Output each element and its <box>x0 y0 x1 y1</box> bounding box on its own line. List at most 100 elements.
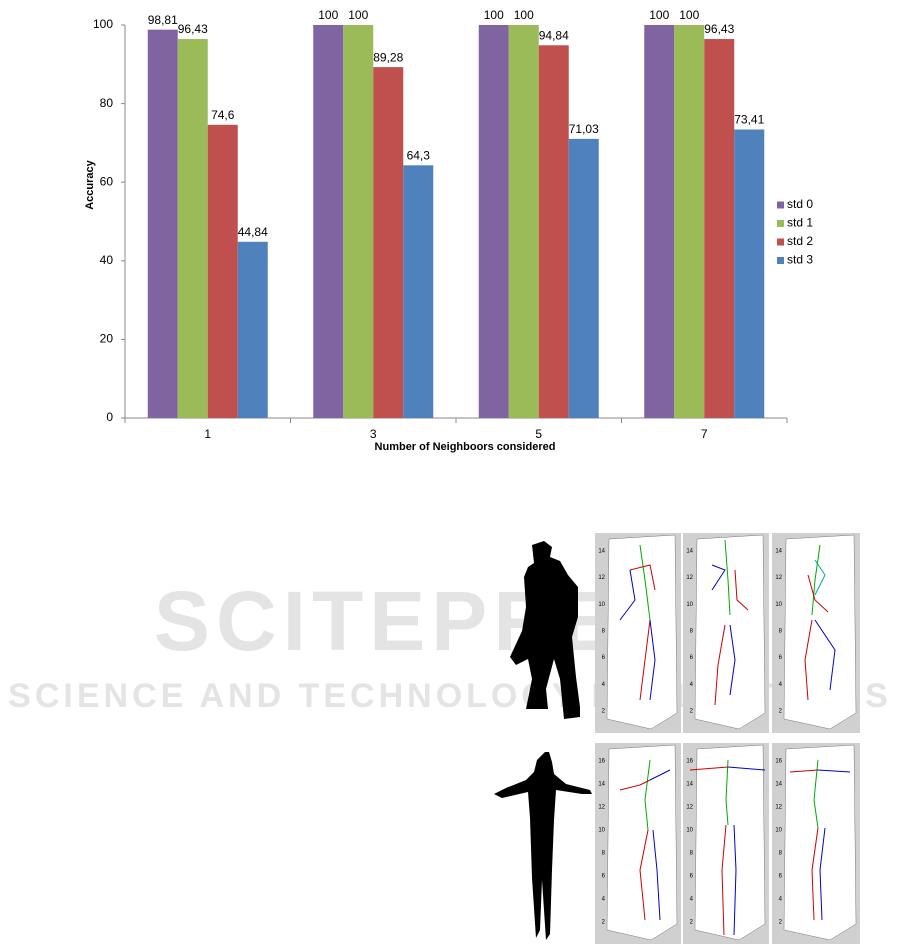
value-label: 100 <box>484 8 504 22</box>
pose-tick-label: 14 <box>686 782 693 788</box>
pose-tick-label: 8 <box>779 851 783 857</box>
y-tick-label: 20 <box>100 332 114 346</box>
pose-tick-label: 12 <box>686 805 693 811</box>
skeleton-limb <box>639 829 649 921</box>
skeleton-limb <box>619 569 636 621</box>
silhouette <box>494 752 592 940</box>
bar <box>704 39 735 419</box>
skeleton-limb <box>711 564 726 591</box>
legend-swatch <box>777 257 784 264</box>
skeleton-limb <box>733 824 737 936</box>
pose-tick-label: 16 <box>598 759 605 765</box>
pose-tick-label: 4 <box>602 682 606 688</box>
value-label: 98,81 <box>148 13 178 27</box>
legend-swatch <box>777 201 784 209</box>
pose-tick-label: 10 <box>598 602 605 608</box>
value-label: 73,41 <box>734 113 764 127</box>
pose-tick-label: 8 <box>779 629 783 635</box>
pose-tick-label: 6 <box>690 874 694 880</box>
silhouette <box>510 541 580 719</box>
skeleton-limb <box>639 544 651 621</box>
y-tick-label: 60 <box>100 174 114 188</box>
pose-tick-label: 6 <box>602 655 606 661</box>
skeleton-limb <box>811 827 819 921</box>
pose-tick-label: 12 <box>775 805 782 811</box>
skeleton-limb <box>819 827 826 921</box>
y-tick-label: 100 <box>93 17 113 31</box>
skeleton-limb <box>629 564 656 591</box>
skeleton-limb <box>804 619 813 701</box>
pose-tick-label: 2 <box>779 709 783 715</box>
skeleton-limb <box>649 619 656 701</box>
pose-tick-label: 2 <box>602 709 606 715</box>
pose-tick-label: 8 <box>602 851 606 857</box>
y-tick-label: 0 <box>106 410 113 424</box>
x-tick-label: 1 <box>204 427 211 441</box>
bar <box>568 138 599 418</box>
plot-area <box>606 744 678 941</box>
skeleton-limb <box>727 766 766 771</box>
skeleton-limb <box>813 759 819 829</box>
legend-label: std 2 <box>787 234 813 248</box>
pose-tick-label: 6 <box>602 874 606 880</box>
bar <box>403 165 434 418</box>
value-label: 44,84 <box>238 225 268 239</box>
pose-tick-label: 12 <box>598 575 605 581</box>
skeleton-limb <box>725 759 729 826</box>
skeleton-limb <box>619 779 651 791</box>
bar <box>644 25 675 418</box>
value-label: 64,3 <box>407 148 431 162</box>
pose-tick-label: 6 <box>779 655 783 661</box>
value-label: 89,28 <box>373 50 403 64</box>
value-label: 100 <box>348 8 368 22</box>
pose-tick-label: 8 <box>690 851 694 857</box>
skeleton-limb <box>644 759 651 831</box>
pose-tick-label: 14 <box>686 549 693 555</box>
skeleton-limb <box>649 769 671 781</box>
pose-tick-label: 2 <box>690 920 694 926</box>
skeleton-limb <box>734 569 749 611</box>
pose-tick-label: 4 <box>779 682 783 688</box>
skeleton-limb <box>724 539 731 616</box>
pose-tick-label: 8 <box>690 629 694 635</box>
pose-tick-label: 16 <box>775 759 782 765</box>
value-label: 96,43 <box>178 22 208 36</box>
pose-tick-label: 2 <box>779 920 783 926</box>
pose-tick-label: 12 <box>686 575 693 581</box>
pose-tick-label: 12 <box>775 575 782 581</box>
pose-tick-label: 10 <box>686 602 693 608</box>
bar <box>313 25 344 418</box>
legend-swatch <box>777 220 784 227</box>
value-label: 100 <box>514 8 534 22</box>
pose-tick-label: 6 <box>690 655 694 661</box>
legend-swatch <box>777 238 784 246</box>
pose-tick-label: 12 <box>598 805 605 811</box>
bar <box>373 67 404 418</box>
x-axis-label: Number of Neighboors considered <box>375 441 556 453</box>
plot-area <box>694 744 766 941</box>
pose-tick-label: 10 <box>775 828 782 834</box>
pose-tick-label: 14 <box>775 782 782 788</box>
bar <box>538 45 569 418</box>
pose-tick-label: 2 <box>602 920 606 926</box>
value-label: 74,6 <box>211 108 235 122</box>
pose-tick-label: 10 <box>686 828 693 834</box>
bar <box>207 124 238 419</box>
x-tick-label: 5 <box>535 427 542 441</box>
bar <box>734 129 765 418</box>
pose-tick-label: 10 <box>775 602 782 608</box>
bar <box>237 241 268 418</box>
pose-tick-label: 4 <box>690 682 694 688</box>
legend-label: std 3 <box>787 253 813 267</box>
pose-tick-label: 14 <box>598 549 605 555</box>
value-label: 100 <box>679 8 699 22</box>
pose-tick-label: 4 <box>690 897 694 903</box>
bar <box>508 25 539 418</box>
bar <box>343 25 374 418</box>
pose-tick-label: 6 <box>779 874 783 880</box>
x-tick-label: 7 <box>701 427 708 441</box>
value-label: 71,03 <box>569 122 599 136</box>
pose-tick-label: 4 <box>779 897 783 903</box>
skeleton-limb <box>814 559 826 596</box>
